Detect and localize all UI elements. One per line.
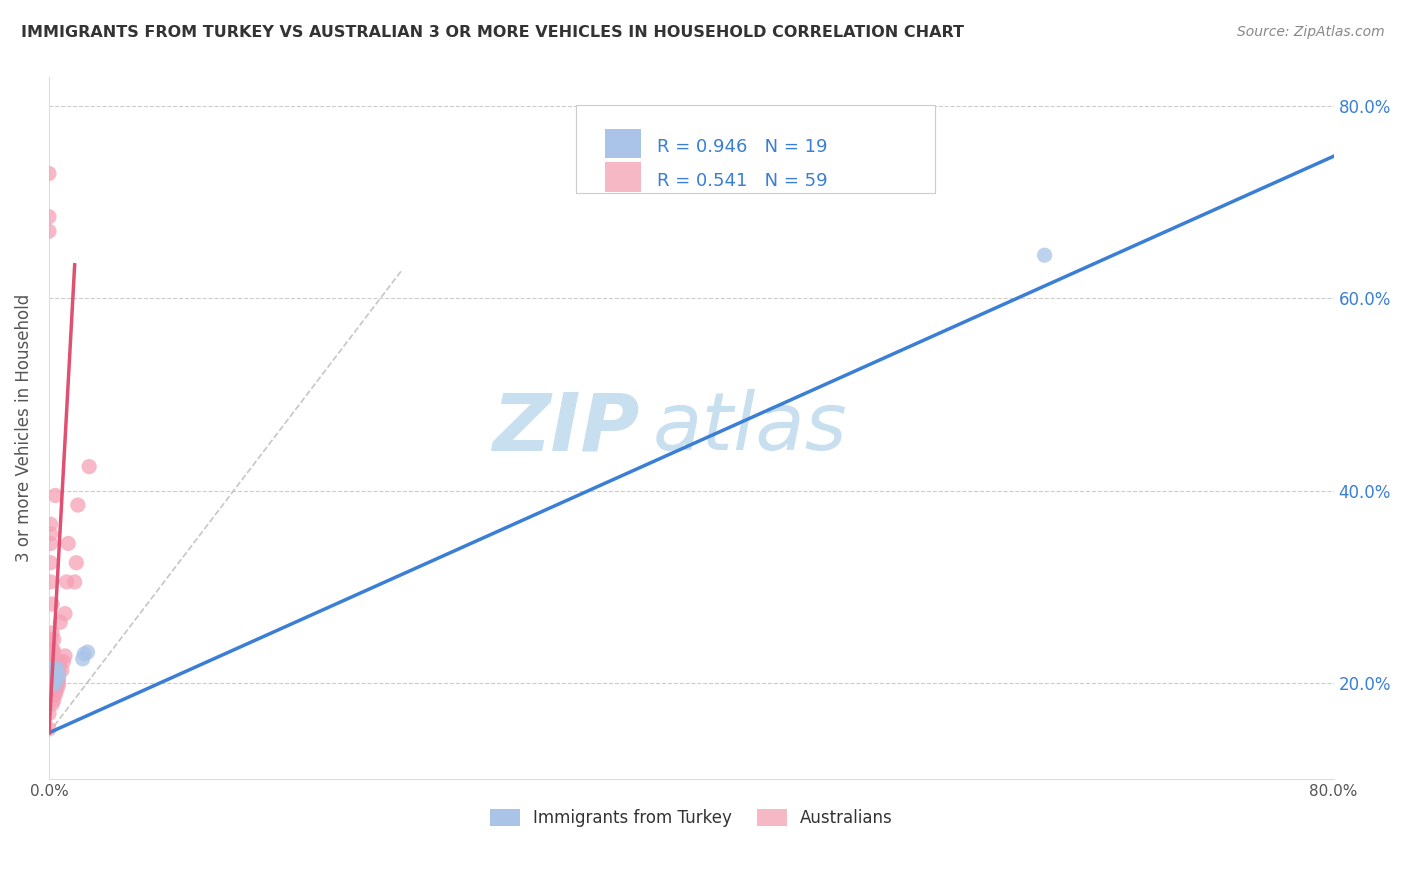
Point — [53, 648, 76, 663]
Point — [63, 574, 86, 589]
Point — [66, 498, 89, 512]
Text: R = 0.946   N = 19: R = 0.946 N = 19 — [657, 138, 827, 156]
Point — [42, 663, 65, 677]
Point — [42, 644, 65, 658]
Point — [46, 655, 69, 669]
Legend: Immigrants from Turkey, Australians: Immigrants from Turkey, Australians — [484, 802, 900, 834]
Point — [39, 536, 62, 550]
Point — [41, 678, 63, 692]
Point — [46, 682, 69, 697]
Point — [42, 687, 65, 701]
Point — [76, 645, 98, 659]
Point — [38, 224, 60, 238]
Point — [39, 675, 62, 690]
Point — [42, 661, 65, 675]
Point — [44, 488, 66, 502]
Point — [1033, 248, 1056, 262]
Point — [39, 679, 62, 693]
Point — [44, 675, 66, 690]
Point — [44, 678, 66, 692]
FancyBboxPatch shape — [605, 162, 641, 192]
Point — [41, 665, 63, 679]
Point — [42, 693, 65, 707]
Point — [44, 655, 66, 669]
Point — [41, 681, 63, 695]
Point — [41, 597, 63, 611]
Point — [44, 663, 66, 677]
Point — [41, 625, 63, 640]
Point — [41, 663, 63, 677]
Point — [39, 574, 62, 589]
Point — [39, 527, 62, 541]
Point — [41, 642, 63, 657]
Point — [44, 687, 66, 701]
Point — [51, 663, 73, 677]
Point — [49, 615, 72, 630]
FancyBboxPatch shape — [575, 105, 935, 194]
Point — [44, 673, 66, 687]
Point — [39, 645, 62, 659]
Point — [39, 671, 62, 685]
Point — [38, 675, 60, 690]
Point — [46, 678, 69, 692]
Point — [52, 655, 75, 669]
Point — [38, 210, 60, 224]
Point — [65, 556, 87, 570]
FancyBboxPatch shape — [605, 128, 641, 158]
Point — [46, 661, 69, 675]
Text: atlas: atlas — [652, 389, 848, 467]
Text: R = 0.541   N = 59: R = 0.541 N = 59 — [657, 172, 827, 190]
Point — [39, 663, 62, 677]
Point — [38, 722, 60, 736]
Point — [42, 673, 65, 688]
Point — [38, 661, 60, 675]
Point — [73, 647, 96, 661]
Point — [41, 669, 63, 683]
Point — [77, 459, 100, 474]
Point — [42, 632, 65, 647]
Y-axis label: 3 or more Vehicles in Household: 3 or more Vehicles in Household — [15, 294, 32, 562]
Point — [55, 574, 77, 589]
Point — [38, 706, 60, 721]
Point — [41, 697, 63, 711]
Point — [48, 669, 70, 683]
Point — [53, 607, 76, 621]
Text: ZIP: ZIP — [492, 389, 640, 467]
Point — [42, 655, 65, 669]
Point — [39, 556, 62, 570]
Point — [46, 673, 69, 687]
Point — [39, 517, 62, 532]
Point — [42, 666, 65, 681]
Point — [48, 663, 70, 677]
Point — [44, 668, 66, 682]
Point — [39, 632, 62, 647]
Point — [39, 673, 62, 687]
Text: Source: ZipAtlas.com: Source: ZipAtlas.com — [1237, 25, 1385, 39]
Point — [42, 671, 65, 685]
Point — [38, 167, 60, 181]
Point — [41, 687, 63, 701]
Point — [48, 673, 70, 687]
Point — [49, 655, 72, 669]
Point — [46, 663, 69, 677]
Point — [48, 678, 70, 692]
Point — [42, 681, 65, 695]
Point — [44, 682, 66, 697]
Text: IMMIGRANTS FROM TURKEY VS AUSTRALIAN 3 OR MORE VEHICLES IN HOUSEHOLD CORRELATION: IMMIGRANTS FROM TURKEY VS AUSTRALIAN 3 O… — [21, 25, 965, 40]
Point — [41, 673, 63, 687]
Point — [46, 666, 69, 681]
Point — [72, 652, 94, 666]
Point — [41, 654, 63, 668]
Point — [58, 536, 80, 550]
